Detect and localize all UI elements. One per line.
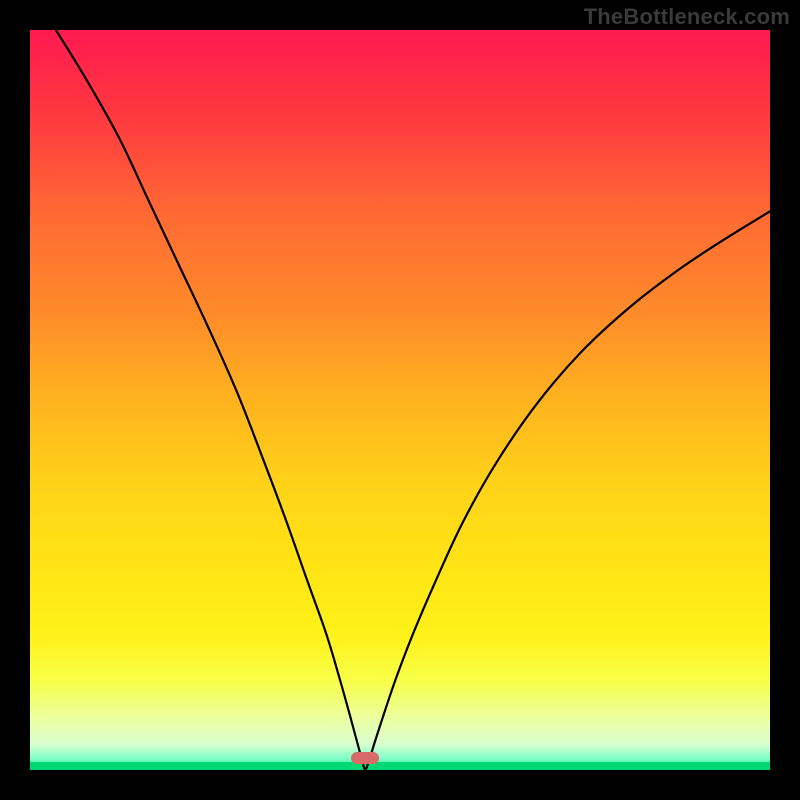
plot-area: [30, 30, 770, 770]
watermark-text: TheBottleneck.com: [584, 4, 790, 30]
bottleneck-curve: [30, 30, 770, 770]
min-marker: [351, 752, 379, 764]
chart-container: TheBottleneck.com: [0, 0, 800, 800]
